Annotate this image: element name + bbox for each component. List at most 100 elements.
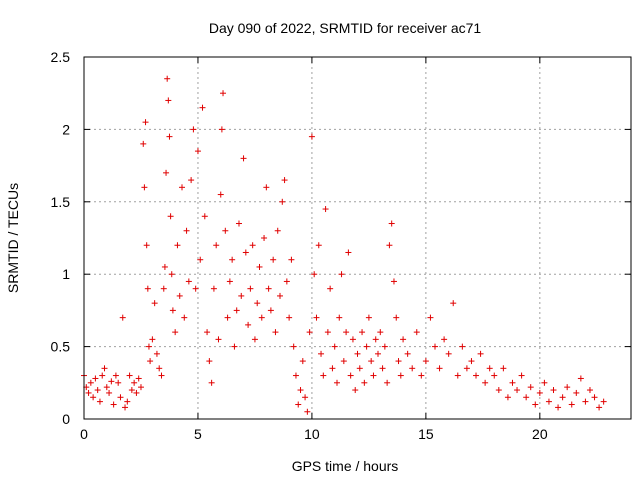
- data-point: [133, 389, 140, 396]
- data-point: [197, 256, 204, 263]
- data-point: [163, 169, 170, 176]
- data-point: [352, 387, 359, 394]
- data-point: [306, 329, 313, 336]
- y-axis-label: SRMTID / TECUs: [5, 183, 21, 293]
- data-point: [231, 343, 238, 350]
- data-point: [233, 307, 240, 314]
- data-point: [168, 271, 175, 278]
- data-point: [126, 372, 133, 379]
- data-point: [333, 379, 340, 386]
- data-point: [128, 387, 135, 394]
- data-point: [354, 350, 361, 357]
- data-point: [267, 307, 274, 314]
- data-point: [286, 314, 293, 321]
- data-point: [365, 314, 372, 321]
- data-point: [242, 249, 249, 256]
- data-point: [491, 372, 498, 379]
- data-point: [329, 365, 336, 372]
- data-point: [441, 336, 448, 343]
- data-point: [185, 278, 192, 285]
- data-point: [477, 350, 484, 357]
- data-point: [106, 389, 113, 396]
- data-point: [340, 358, 347, 365]
- data-point: [149, 336, 156, 343]
- data-point: [281, 177, 288, 184]
- data-point: [258, 314, 265, 321]
- data-point: [85, 389, 92, 396]
- data-point: [390, 278, 397, 285]
- data-point: [158, 372, 165, 379]
- data-point: [103, 384, 110, 391]
- data-point: [336, 314, 343, 321]
- y-tick-label: 0.5: [51, 339, 71, 355]
- data-point: [183, 227, 190, 234]
- x-tick-label: 5: [194, 426, 202, 442]
- data-point: [137, 384, 144, 391]
- data-point: [199, 104, 206, 111]
- data-point: [94, 387, 101, 394]
- data-point: [201, 213, 208, 220]
- x-tick-label: 10: [304, 426, 320, 442]
- data-point: [504, 394, 511, 401]
- data-point: [249, 242, 256, 249]
- data-point: [160, 285, 167, 292]
- data-point: [393, 314, 400, 321]
- x-axis-label: GPS time / hours: [292, 458, 399, 474]
- data-point: [370, 372, 377, 379]
- data-point: [96, 398, 103, 405]
- data-point: [413, 329, 420, 336]
- data-point: [142, 119, 149, 126]
- data-point: [327, 285, 334, 292]
- data-point: [145, 343, 152, 350]
- data-point: [500, 365, 507, 372]
- data-point: [368, 358, 375, 365]
- data-point: [545, 398, 552, 405]
- data-point: [143, 242, 150, 249]
- data-point: [302, 394, 309, 401]
- data-point: [135, 375, 142, 382]
- plot-frame: [83, 56, 632, 420]
- data-point: [495, 387, 502, 394]
- data-point: [318, 350, 325, 357]
- data-point: [527, 384, 534, 391]
- data-point: [194, 148, 201, 155]
- data-point: [568, 401, 575, 408]
- data-point: [422, 358, 429, 365]
- data-point: [238, 292, 245, 299]
- data-point: [347, 372, 354, 379]
- data-point: [90, 394, 97, 401]
- data-point: [299, 358, 306, 365]
- data-point: [122, 404, 129, 411]
- data-point: [179, 184, 186, 191]
- data-point: [418, 372, 425, 379]
- data-point: [119, 314, 126, 321]
- data-point: [523, 394, 530, 401]
- data-point: [431, 343, 438, 350]
- data-point: [375, 350, 382, 357]
- data-point: [92, 375, 99, 382]
- data-point: [270, 256, 277, 263]
- data-point: [217, 191, 224, 198]
- data-point: [265, 285, 272, 292]
- data-point: [454, 372, 461, 379]
- data-point: [600, 398, 607, 405]
- data-point: [220, 90, 227, 97]
- data-point: [582, 398, 589, 405]
- data-point: [397, 372, 404, 379]
- x-tick-label: 20: [532, 426, 548, 442]
- data-point: [343, 329, 350, 336]
- data-point: [174, 242, 181, 249]
- data-point: [288, 256, 295, 263]
- data-point: [356, 365, 363, 372]
- data-point: [292, 372, 299, 379]
- data-point: [313, 314, 320, 321]
- data-point: [297, 387, 304, 394]
- data-point: [204, 329, 211, 336]
- data-point: [577, 375, 584, 382]
- data-point: [295, 401, 302, 408]
- data-point: [245, 321, 252, 328]
- data-point: [541, 379, 548, 386]
- data-point: [167, 213, 174, 220]
- data-point: [372, 336, 379, 343]
